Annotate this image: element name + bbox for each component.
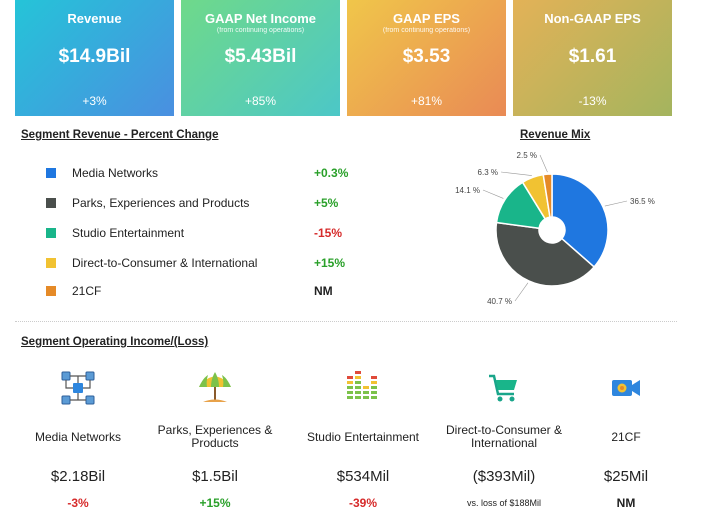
kpi-change: +3%: [82, 94, 107, 108]
revenue-mix-chart: 36.5 % 40.7 % 14.1 % 6.3 % 2.5 %: [440, 142, 680, 312]
kpi-value: $5.43Bil: [224, 46, 297, 67]
item-value: $534Mil: [336, 468, 390, 485]
pie-label-leader: [500, 171, 532, 176]
segment-row: 21CF NM: [46, 283, 376, 299]
pie-slice-label: 6.3 %: [478, 168, 498, 177]
kpi-title: GAAP EPS: [393, 11, 460, 26]
network-icon: [13, 370, 143, 406]
pie-slice: [495, 221, 596, 287]
equalizer-icon: [298, 370, 428, 406]
segment-name: Parks, Experiences and Products: [72, 196, 250, 210]
segment-name: Studio Entertainment: [72, 226, 185, 240]
item-value: ($393Mil): [472, 468, 536, 485]
item-value: $2.18Bil: [50, 468, 106, 485]
kpi-value: $14.9Bil: [58, 46, 131, 67]
legend-swatch: [46, 228, 56, 238]
legend-swatch: [46, 258, 56, 268]
kpi-card-non-gaap-eps: Non-GAAP EPS $1.61 -13%: [513, 0, 672, 116]
item-change: -3%: [67, 496, 89, 510]
segment-change: +15%: [314, 256, 346, 270]
item-change: NM: [616, 496, 636, 510]
kpi-card-gaap-net-income: GAAP Net Income (from continuing operati…: [181, 0, 340, 116]
item-name: Parks, Experiences & Products: [157, 423, 273, 450]
kpi-title: Revenue: [67, 11, 122, 26]
segment-name: Media Networks: [72, 166, 159, 180]
revenue-mix-title: Revenue Mix: [520, 129, 591, 141]
legend-swatch: [46, 286, 56, 296]
kpi-value: $3.53: [402, 46, 451, 67]
kpi-card-revenue: Revenue $14.9Bil +3%: [15, 0, 174, 116]
item-value: $25Mil: [603, 468, 649, 485]
operating-income-item: 21CF $25Mil NM: [561, 370, 691, 510]
operating-income-item: Direct-to-Consumer & International ($393…: [439, 370, 569, 508]
section-divider: [15, 321, 677, 322]
segment-row: Direct-to-Consumer & International +15%: [46, 255, 376, 271]
pie-label-leader: [604, 200, 628, 207]
item-change: vs. loss of $188Mil: [466, 498, 542, 508]
kpi-change: +81%: [410, 94, 443, 108]
legend-swatch: [46, 168, 56, 178]
pie-slice-label: 36.5 %: [630, 197, 655, 206]
pie-label-leader: [539, 154, 548, 173]
item-change: +15%: [199, 496, 231, 510]
pie-slice: [542, 173, 553, 219]
kpi-value: $1.61: [568, 46, 617, 67]
legend-swatch: [46, 198, 56, 208]
kpi-title: Non-GAAP EPS: [544, 11, 641, 26]
pie-slice: [551, 173, 609, 268]
umbrella-icon: [150, 370, 280, 406]
segment-change: -15%: [314, 226, 343, 240]
segment-row: Studio Entertainment -15%: [46, 225, 376, 241]
segment-change: NM: [314, 284, 333, 298]
kpi-title: GAAP Net Income: [204, 11, 316, 26]
item-name: Direct-to-Consumer & International: [445, 423, 563, 450]
pie-label-leader: [514, 282, 529, 302]
pie-slice-label: 2.5 %: [517, 151, 537, 160]
kpi-change: -13%: [578, 94, 607, 108]
item-name: Media Networks: [34, 429, 122, 444]
segment-name: 21CF: [72, 284, 102, 298]
item-name: 21CF: [611, 429, 641, 444]
segment-row: Media Networks +0.3%: [46, 165, 376, 181]
operating-income-item: Media Networks $2.18Bil -3%: [13, 370, 143, 510]
item-name: Studio Entertainment: [306, 429, 420, 444]
segment-row: Parks, Experiences and Products +5%: [46, 195, 376, 211]
kpi-card-gaap-eps: GAAP EPS (from continuing operations) $3…: [347, 0, 506, 116]
kpi-subtitle: (from continuing operations): [216, 27, 305, 34]
segment-change: +5%: [314, 196, 339, 210]
cart-icon: [439, 370, 569, 406]
pie-label-leader: [482, 189, 504, 199]
pie-slice-label: 40.7 %: [487, 297, 512, 306]
segment-name: Direct-to-Consumer & International: [72, 256, 258, 270]
item-value: $1.5Bil: [192, 468, 238, 485]
operating-income-item: Parks, Experiences & Products $1.5Bil +1…: [150, 370, 280, 510]
kpi-change: +85%: [244, 94, 277, 108]
pie-slice-label: 14.1 %: [455, 186, 480, 195]
segment-change: +0.3%: [314, 166, 349, 180]
operating-income-title: Segment Operating Income/(Loss): [21, 336, 209, 348]
operating-income-item: Studio Entertainment $534Mil -39%: [298, 370, 428, 510]
pie-svg: 36.5 % 40.7 % 14.1 % 6.3 % 2.5 %: [455, 151, 655, 306]
segment-revenue-title: Segment Revenue - Percent Change: [21, 129, 219, 141]
item-change: -39%: [348, 496, 377, 510]
kpi-subtitle: (from continuing operations): [382, 27, 471, 34]
video-camera-icon: [561, 370, 691, 406]
